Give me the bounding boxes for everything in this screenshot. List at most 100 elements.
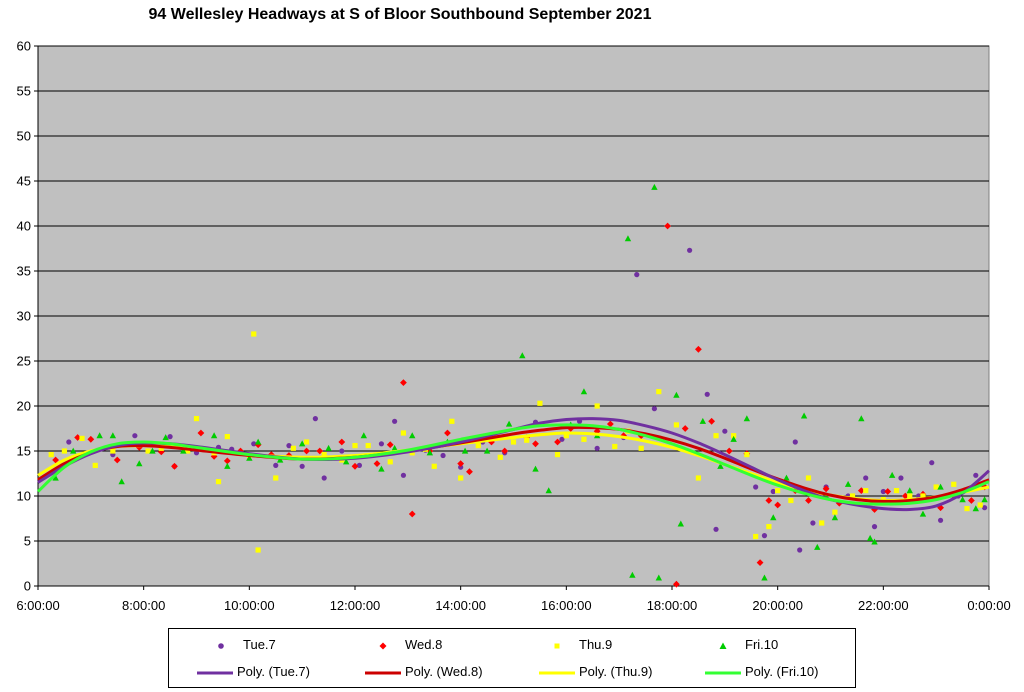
y-tick-label: 20 xyxy=(17,399,31,414)
legend-label-poly-thu9: Poly. (Thu.9) xyxy=(579,663,653,679)
data-point-tue-7 xyxy=(792,439,798,445)
data-point-tue-7 xyxy=(797,547,803,553)
y-tick-label: 55 xyxy=(17,84,31,99)
data-point-fri-10 xyxy=(461,447,469,454)
y-axis: 0 5 10 15 20 25 30 35 40 45 50 55 60 xyxy=(17,39,39,594)
data-point-thu-9 xyxy=(497,454,503,460)
data-point-thu-9 xyxy=(673,422,680,428)
legend-swatch-poly-tue7 xyxy=(197,666,233,676)
data-point-thu-9 xyxy=(475,443,481,449)
data-point-thu-9 xyxy=(863,488,869,494)
data-point-thu-9 xyxy=(79,435,85,441)
y-tick-label: 0 xyxy=(24,579,31,594)
data-point-fri-10 xyxy=(730,435,737,442)
data-point-tue-7 xyxy=(66,439,72,445)
data-point-wed-8 xyxy=(664,222,671,230)
data-point-thu-9 xyxy=(964,506,970,512)
data-point-fri-10 xyxy=(580,388,588,395)
data-point-thu-9 xyxy=(638,445,644,451)
data-point-wed-8 xyxy=(113,456,121,464)
legend-swatch-wed8 xyxy=(365,639,401,650)
data-point-wed-8 xyxy=(532,440,539,448)
data-point-fri-10 xyxy=(844,480,852,487)
x-tick-label: 8:00:00 xyxy=(122,598,165,613)
data-point-wed-8 xyxy=(805,497,812,504)
data-point-fri-10 xyxy=(629,571,636,578)
data-point-wed-8 xyxy=(884,488,892,495)
data-point-fri-10 xyxy=(717,462,724,469)
legend-item-poly-tue7: Poly. (Tue.7) xyxy=(197,660,310,682)
data-point-thu-9 xyxy=(920,493,926,499)
data-point-wed-8 xyxy=(501,447,509,455)
data-point-tue-7 xyxy=(634,272,640,278)
data-point-fri-10 xyxy=(783,474,790,481)
series-wed-8 xyxy=(52,222,988,588)
data-point-wed-8 xyxy=(967,497,975,504)
data-point-thu-9 xyxy=(537,400,543,406)
legend-label-tue7: Tue.7 xyxy=(243,636,276,652)
data-point-thu-9 xyxy=(321,452,327,458)
data-point-tue-7 xyxy=(594,445,600,451)
data-point-thu-9 xyxy=(193,416,200,422)
data-point-thu-9 xyxy=(907,493,913,499)
data-point-fri-10 xyxy=(276,456,284,463)
data-point-tue-7 xyxy=(339,448,345,454)
legend-swatch-poly-wed8 xyxy=(365,666,401,676)
series-tue-7 xyxy=(66,247,988,553)
data-point-wed-8 xyxy=(695,345,702,353)
data-point-wed-8 xyxy=(52,456,60,464)
data-point-wed-8 xyxy=(197,429,205,437)
data-point-fri-10 xyxy=(959,496,966,503)
data-point-fri-10 xyxy=(70,447,77,454)
data-point-thu-9 xyxy=(805,475,812,481)
data-point-thu-9 xyxy=(224,434,230,440)
x-tick-label: 10:00:00 xyxy=(224,598,275,613)
data-point-thu-9 xyxy=(731,433,737,439)
legend-item-poly-fri10: Poly. (Fri.10) xyxy=(705,660,818,682)
legend-item-tue7: Tue.7 xyxy=(203,633,276,655)
data-point-tue-7 xyxy=(458,464,464,470)
data-point-thu-9 xyxy=(951,481,957,487)
data-point-tue-7 xyxy=(167,434,173,440)
x-tick-label: 0:00:00 xyxy=(967,598,1010,613)
legend-item-thu9: Thu.9 xyxy=(539,633,612,655)
data-point-tue-7 xyxy=(559,436,565,442)
legend-label-poly-tue7: Poly. (Tue.7) xyxy=(237,663,310,679)
data-point-tue-7 xyxy=(440,452,446,459)
data-point-thu-9 xyxy=(215,479,222,485)
legend-marker-thu9 xyxy=(554,643,560,649)
x-tick-label: 6:00:00 xyxy=(16,598,59,613)
data-point-wed-8 xyxy=(400,379,407,386)
data-point-thu-9 xyxy=(61,448,68,454)
y-tick-label: 5 xyxy=(24,534,31,549)
legend-swatch-thu9 xyxy=(539,639,575,649)
data-point-fri-10 xyxy=(888,471,896,478)
data-point-thu-9 xyxy=(788,497,794,504)
data-point-fri-10 xyxy=(409,432,416,439)
data-point-fri-10 xyxy=(624,235,632,242)
data-point-thu-9 xyxy=(524,437,530,443)
data-point-tue-7 xyxy=(713,526,719,532)
data-point-thu-9 xyxy=(290,445,296,451)
data-point-thu-9 xyxy=(409,450,415,456)
data-point-wed-8 xyxy=(901,492,909,500)
data-point-fri-10 xyxy=(532,465,539,472)
legend: Tue.7 Wed.8 Thu.9 Fri.10 Poly. (Tue.7) P… xyxy=(168,628,856,688)
chart-title: 94 Wellesley Headways at S of Bloor Sout… xyxy=(148,6,652,23)
data-point-fri-10 xyxy=(919,510,927,517)
data-point-fri-10 xyxy=(655,574,662,581)
data-point-fri-10 xyxy=(149,447,156,454)
y-tick-label: 45 xyxy=(17,174,31,189)
grid-lines xyxy=(38,45,989,542)
data-point-fri-10 xyxy=(545,487,552,494)
data-point-fri-10 xyxy=(378,465,385,472)
data-point-wed-8 xyxy=(351,462,359,470)
data-point-tue-7 xyxy=(273,462,279,468)
data-point-tue-7 xyxy=(863,475,869,481)
data-point-tue-7 xyxy=(929,460,935,466)
data-point-wed-8 xyxy=(457,460,465,467)
data-point-thu-9 xyxy=(255,547,261,553)
data-point-wed-8 xyxy=(774,501,782,509)
data-point-fri-10 xyxy=(254,438,262,445)
data-point-wed-8 xyxy=(237,447,244,455)
